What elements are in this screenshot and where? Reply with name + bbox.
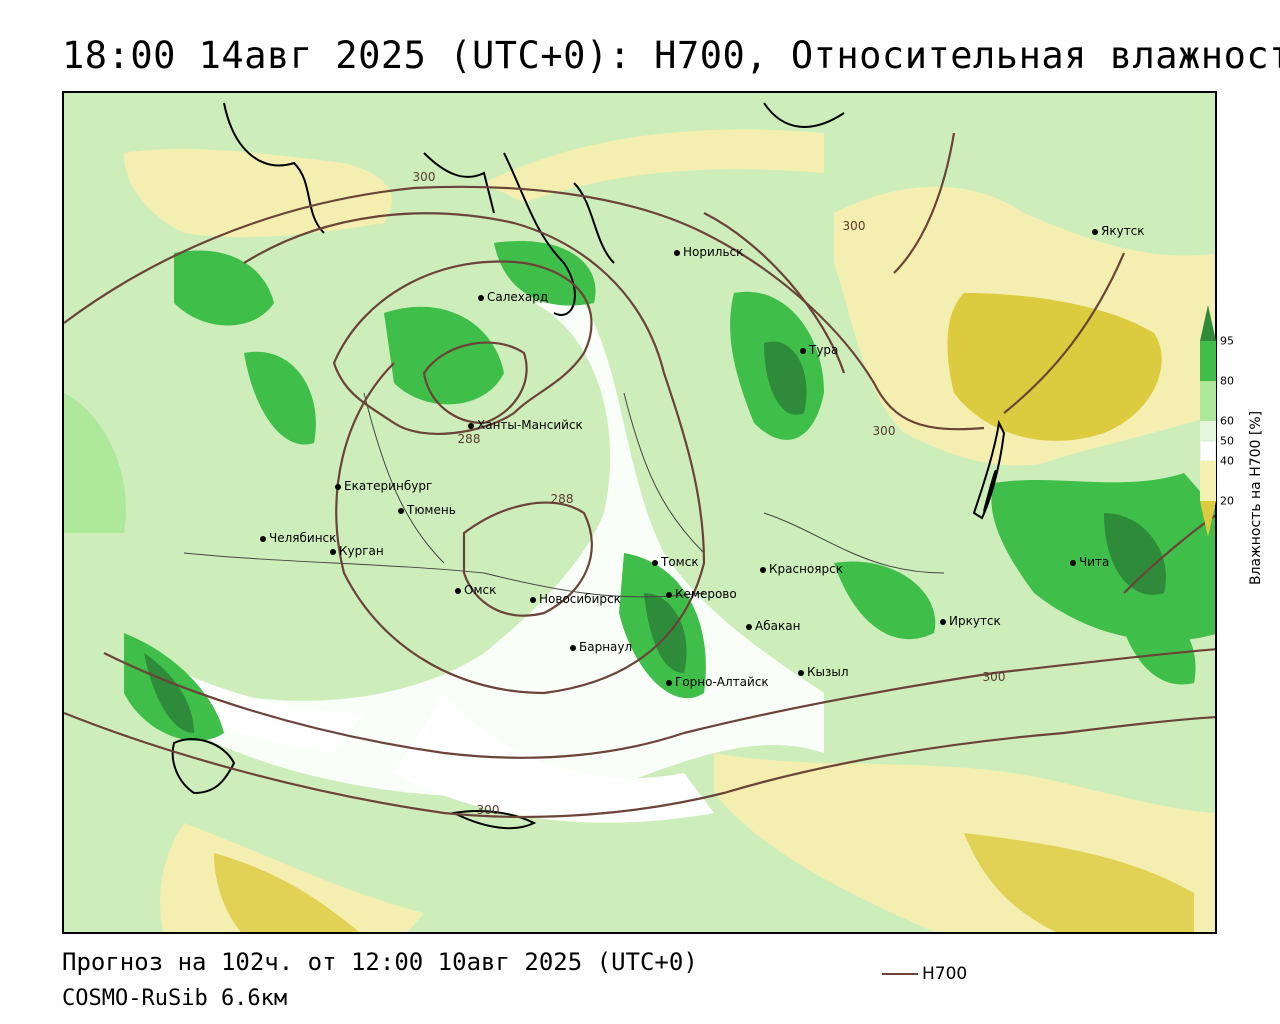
forecast-info: Прогноз на 102ч. от 12:00 10авг 2025 (UT… [62,948,698,976]
city-dot-icon [800,347,806,354]
city-dot-icon [398,507,404,514]
city-dot-icon [330,548,336,555]
city-marker[interactable]: Иркутск [940,614,1001,628]
contour-label: 300 [842,219,866,233]
forecast-map[interactable]: 300 300 300 288 288 300 300 Норильск Яку… [62,91,1217,934]
city-marker[interactable]: Курган [330,544,384,558]
city-dot-icon [335,483,341,490]
contour-label: 300 [476,803,500,817]
contour-line-swatch-icon [882,973,918,975]
model-name: COSMO-RuSib 6.6км [62,986,288,1011]
city-dot-icon [260,535,266,542]
city-marker[interactable]: Салехард [478,290,548,304]
colorbar-tick: 40 [1220,454,1234,468]
city-dot-icon [760,566,766,573]
city-dot-icon [455,587,461,594]
city-marker[interactable]: Абакан [746,619,800,633]
humidity-colorbar [1199,305,1217,545]
city-marker[interactable]: Кемерово [666,587,737,601]
city-dot-icon [468,422,474,429]
colorbar-tick: 50 [1220,434,1234,448]
city-marker[interactable]: Горно-Алтайск [666,675,769,689]
city-marker[interactable]: Омск [455,583,496,597]
colorbar-graphic [1199,305,1217,537]
colorbar-tick: 95 [1220,334,1234,348]
colorbar-title: Влажность на H700 [%] [1248,410,1264,585]
city-marker[interactable]: Якутск [1092,224,1145,238]
city-dot-icon [570,644,576,651]
city-marker[interactable]: Ханты-Мансийск [468,418,583,432]
city-dot-icon [530,596,536,603]
contour-label: 288 [550,492,574,506]
map-title: 18:00 14авг 2025 (UTC+0): H700, Относите… [62,34,1280,77]
colorbar-tick: 60 [1220,414,1234,428]
contour-label: 288 [457,432,481,446]
city-marker[interactable]: Тура [800,343,838,357]
city-marker[interactable]: Норильск [674,245,743,259]
city-dot-icon [1092,228,1098,235]
city-marker[interactable]: Екатеринбург [335,479,432,493]
city-dot-icon [652,559,658,566]
city-marker[interactable]: Новосибирск [530,592,621,606]
contour-label: 300 [412,170,436,184]
city-marker[interactable]: Тюмень [398,503,456,517]
contour-legend: H700 [882,964,967,984]
city-marker[interactable]: Барнаул [570,640,632,654]
city-marker[interactable]: Красноярск [760,562,843,576]
city-marker[interactable]: Челябинск [260,531,336,545]
city-dot-icon [666,591,672,598]
city-dot-icon [666,679,672,686]
colorbar-tick: 80 [1220,374,1234,388]
city-dot-icon [940,618,946,625]
city-dot-icon [478,294,484,301]
city-marker[interactable]: Кызыл [798,665,849,679]
contour-label: 300 [982,670,1006,684]
city-dot-icon [1070,559,1076,566]
humidity-field [64,93,1215,932]
contour-label: 300 [872,424,896,438]
city-dot-icon [674,249,680,256]
colorbar-tick: 20 [1220,494,1234,508]
city-marker[interactable]: Чита [1070,555,1109,569]
city-dot-icon [746,623,752,630]
city-dot-icon [798,669,804,676]
city-marker[interactable]: Томск [652,555,699,569]
